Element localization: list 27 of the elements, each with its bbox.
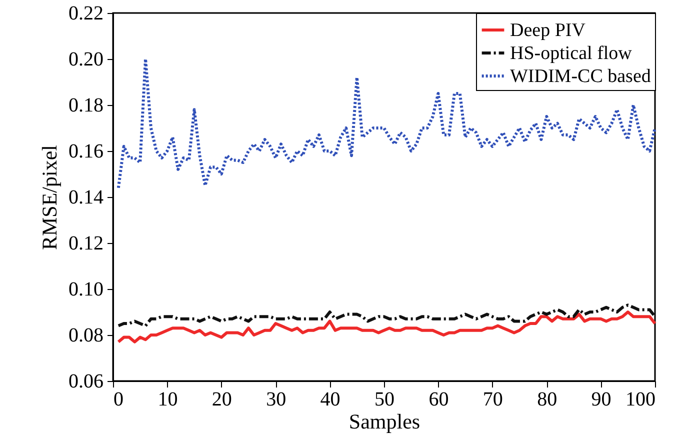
y-tick-label: 0.10 — [68, 278, 104, 300]
y-tick-label: 0.16 — [68, 140, 104, 162]
x-tick-label: 0 — [114, 388, 124, 410]
x-tick-label: 60 — [428, 388, 449, 410]
x-tick-label: 20 — [212, 388, 232, 410]
legend-label: WIDIM-CC based — [510, 66, 652, 87]
legend-label: HS-optical flow — [510, 43, 632, 64]
y-tick-label: 0.18 — [68, 94, 104, 116]
y-tick-label: 0.22 — [68, 2, 104, 24]
x-tick-label: 10 — [158, 388, 178, 410]
x-tick-label: 90 — [591, 388, 612, 410]
legend-label: Deep PIV — [510, 20, 586, 41]
y-tick-label: 0.12 — [68, 232, 104, 254]
x-axis-title: Samples — [348, 410, 420, 434]
y-axis-title: RMSE/pixel — [38, 144, 62, 250]
y-tick-label: 0.06 — [68, 370, 104, 392]
x-tick-label: 80 — [537, 388, 558, 410]
x-tick-label: 40 — [320, 388, 340, 410]
line-series — [116, 304, 656, 328]
y-tick-label: 0.14 — [68, 186, 104, 208]
y-tick-label: 0.08 — [68, 324, 104, 346]
y-tick-label: 0.20 — [68, 48, 104, 70]
line-series — [116, 310, 656, 344]
x-tick-label: 30 — [266, 388, 286, 410]
x-tick-label: 100 — [626, 388, 656, 410]
x-tick-label: 50 — [374, 388, 394, 410]
x-tick-label: 70 — [482, 388, 503, 410]
